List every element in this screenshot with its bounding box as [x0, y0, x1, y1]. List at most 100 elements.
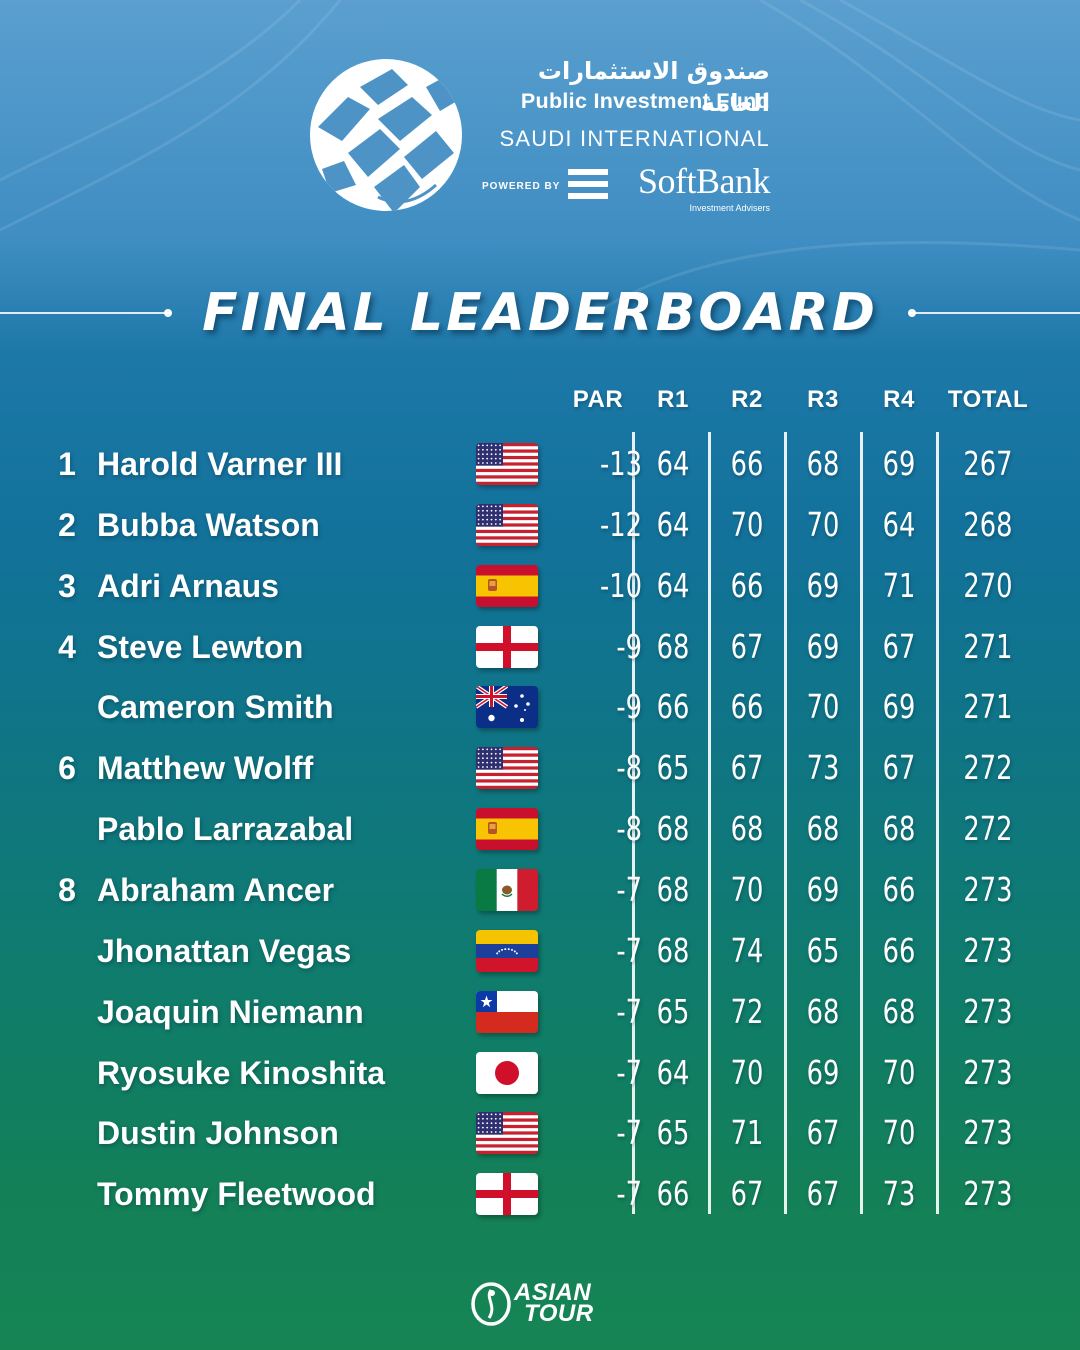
header-r2: R2 [731, 386, 763, 413]
score-to-par: -8 [616, 809, 642, 849]
table-row: Tommy Fleetwood -7 66 67 67 73 273 [0, 1164, 1080, 1224]
total-score: 272 [963, 748, 1013, 788]
page-title: FINAL LEADERBOARD [202, 283, 878, 343]
swirl-background [0, 0, 1080, 310]
round-1-score: 64 [656, 565, 690, 605]
round-2-score: 68 [730, 809, 764, 849]
partner-name: SoftBank [637, 161, 771, 201]
column-divider [708, 432, 711, 1214]
round-2-score: 74 [730, 930, 764, 970]
round-3-score: 67 [806, 1174, 840, 1214]
total-score: 270 [963, 565, 1013, 605]
column-divider [860, 432, 863, 1214]
player-name: Harold Varner III [97, 446, 343, 482]
table-row: 1 Harold Varner III -13 64 66 68 69 267 [0, 434, 1080, 494]
table-row: 6 Matthew Wolff -8 65 67 73 67 272 [0, 738, 1080, 798]
player-name: Pablo Larrazabal [97, 811, 354, 848]
round-2-score: 67 [730, 626, 764, 666]
round-1-score: 65 [656, 1113, 690, 1153]
column-divider [784, 432, 787, 1214]
player-name: Joaquin Niemann [97, 993, 364, 1030]
japan-flag-icon [476, 1051, 538, 1094]
usa-flag-icon [476, 747, 538, 790]
spain-flag-icon [476, 564, 538, 607]
score-to-par: -7 [616, 869, 642, 909]
table-row: 2 Bubba Watson -12 64 70 70 64 268 [0, 495, 1080, 555]
score-to-par: -9 [616, 626, 642, 666]
player-position: 6 [58, 750, 76, 787]
round-1-score: 68 [656, 869, 690, 909]
score-to-par: -7 [616, 1174, 642, 1214]
pif-globe-icon [310, 59, 462, 211]
player-position: 3 [58, 567, 76, 604]
round-4-score: 68 [882, 991, 916, 1031]
total-score: 273 [963, 991, 1013, 1031]
header-par: PAR [572, 386, 624, 413]
spain-flag-icon [476, 808, 538, 851]
usa-flag-icon [476, 1112, 538, 1155]
table-row: 8 Abraham Ancer -7 68 70 69 66 273 [0, 860, 1080, 920]
asian-tour-logo: ASIAN TOUR [468, 1278, 618, 1330]
round-2-score: 67 [730, 748, 764, 788]
table-row: Jhonattan Vegas -7 68 74 65 66 273 [0, 921, 1080, 981]
title-line-right [912, 312, 1080, 314]
total-score: 268 [963, 504, 1013, 544]
england-flag-icon [476, 1173, 538, 1216]
score-to-par: -7 [616, 991, 642, 1031]
round-4-score: 66 [882, 869, 916, 909]
total-score: 273 [963, 930, 1013, 970]
player-name: Jhonattan Vegas [97, 932, 352, 969]
event-name: SAUDI INTERNATIONAL [499, 126, 770, 151]
round-4-score: 66 [882, 930, 916, 970]
table-row: Dustin Johnson -7 65 71 67 70 273 [0, 1103, 1080, 1163]
chile-flag-icon [476, 990, 538, 1033]
round-1-score: 64 [656, 1052, 690, 1092]
sponsor-arabic-name: صندوق الاستثمارات العامة [537, 57, 770, 117]
header-r1: R1 [657, 386, 689, 413]
round-2-score: 72 [730, 991, 764, 1031]
total-score: 271 [963, 626, 1013, 666]
round-3-score: 68 [806, 991, 840, 1031]
softbank-mark-icon [568, 169, 608, 200]
score-to-par: -7 [616, 1052, 642, 1092]
round-3-score: 68 [806, 444, 840, 483]
table-row: 3 Adri Arnaus -10 64 66 69 71 270 [0, 556, 1080, 616]
round-1-score: 65 [656, 991, 690, 1031]
sponsor-logo: صندوق الاستثمارات العامة Public Investme… [308, 55, 778, 220]
sponsor-english-name: Public Investment Fund [520, 89, 770, 113]
round-2-score: 67 [730, 1174, 764, 1214]
round-4-score: 70 [882, 1113, 916, 1153]
round-4-score: 64 [882, 504, 916, 544]
player-name: Steve Lewton [97, 628, 304, 665]
round-4-score: 67 [882, 748, 916, 788]
round-4-score: 67 [882, 626, 916, 666]
round-4-score: 70 [882, 1052, 916, 1092]
usa-flag-icon [476, 503, 538, 546]
player-position: 8 [58, 871, 76, 908]
player-name: Dustin Johnson [97, 1115, 339, 1152]
round-4-score: 73 [882, 1174, 916, 1214]
title-dot-left [164, 309, 172, 317]
round-4-score: 71 [882, 565, 916, 605]
round-4-score: 69 [882, 444, 916, 483]
round-3-score: 73 [806, 748, 840, 788]
table-row: Cameron Smith -9 66 66 70 69 271 [0, 677, 1080, 737]
england-flag-icon [476, 625, 538, 668]
player-name: Ryosuke Kinoshita [97, 1054, 386, 1091]
round-1-score: 68 [656, 930, 690, 970]
australia-flag-icon [476, 686, 538, 729]
round-1-score: 65 [656, 748, 690, 788]
venezuela-flag-icon [476, 929, 538, 972]
total-score: 273 [963, 869, 1013, 909]
score-to-par: -13 [599, 444, 642, 483]
player-name: Matthew Wolff [97, 750, 314, 787]
round-3-score: 70 [806, 687, 840, 727]
round-3-score: 67 [806, 1113, 840, 1153]
total-score: 267 [963, 444, 1013, 483]
round-3-score: 70 [806, 504, 840, 544]
player-name: Adri Arnaus [97, 567, 279, 604]
asian-tour-line2: TOUR [524, 1300, 594, 1327]
table-row: Ryosuke Kinoshita -7 64 70 69 70 273 [0, 1043, 1080, 1103]
round-3-score: 69 [806, 565, 840, 605]
round-1-score: 66 [656, 687, 690, 727]
